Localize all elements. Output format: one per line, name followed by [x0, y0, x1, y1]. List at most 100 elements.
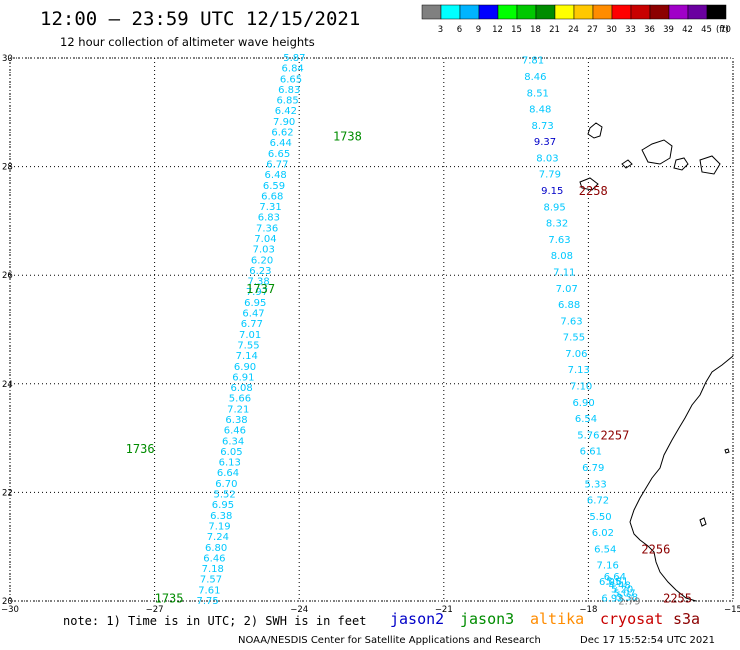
swh-value: 6.90 — [572, 398, 594, 409]
y-tick-label: 24 — [2, 380, 13, 390]
colorbar: 3 6 9 12 15 18 21 24 27 30 33 36 39 42 45 70(ft) — [421, 4, 731, 35]
swh-value: 7.31 — [259, 202, 281, 213]
swh-value: 6.70 — [215, 479, 237, 490]
swh-value: 6.65 — [280, 74, 302, 85]
island — [699, 155, 721, 175]
swh-value: 6.93 — [601, 593, 623, 604]
swh-value: 7.10 — [570, 382, 592, 393]
colorbar-unit: (ft) — [716, 25, 729, 35]
coastline-africa — [629, 355, 734, 602]
swh-value: 6.42 — [275, 106, 297, 117]
swh-value: 7.01 — [239, 330, 261, 341]
swh-value: 6.62 — [271, 128, 293, 139]
satellite-legend-entry: jason2 — [390, 610, 444, 628]
swh-value: 9.37 — [534, 137, 556, 148]
swh-value: 7.14 — [236, 351, 258, 362]
swh-value: 6.85 — [276, 96, 298, 107]
island — [621, 159, 633, 169]
axis-labels: −30 −27 −24 −21 −18 −15 20 22 24 26 28 30 — [1, 54, 740, 615]
swh-value: 5.66 — [229, 394, 251, 405]
swh-value: 5.33 — [584, 479, 606, 490]
x-tick-label: −15 — [724, 605, 740, 615]
grid — [9, 57, 734, 602]
colorbar-swatch — [535, 4, 556, 20]
colorbar-swatch — [649, 4, 670, 20]
swh-value: 8.46 — [524, 72, 546, 83]
pass-time-label: 2258 — [579, 184, 608, 198]
swh-value: 7.55 — [563, 333, 585, 344]
colorbar-label: 27 — [587, 25, 598, 35]
swh-value: 7.11 — [553, 267, 575, 278]
colorbar-swatch — [497, 4, 518, 20]
y-tick-label: 28 — [2, 163, 13, 173]
swh-value: 6.72 — [587, 496, 609, 507]
pass-time-label: 1738 — [333, 130, 362, 144]
swh-value: 6.13 — [219, 458, 241, 469]
swh-value: 5.87 — [283, 53, 305, 64]
swh-value: 2.79 — [618, 597, 640, 608]
swh-value: 6.46 — [224, 426, 246, 437]
swh-value: 7.38 — [248, 277, 270, 288]
swh-value: 7.03 — [253, 245, 275, 256]
pass-time-label: 1737 — [246, 282, 275, 296]
island — [579, 177, 599, 191]
swh-value: 6.88 — [558, 300, 580, 311]
swh-value: 6.48 — [265, 170, 287, 181]
colorbar-swatch — [459, 4, 480, 20]
swh-value: 5.07 — [613, 589, 635, 600]
satellite-legend-entry: s3a — [673, 610, 700, 628]
swh-value: 7.79 — [539, 170, 561, 181]
swh-value: 5.52 — [213, 490, 235, 501]
swh-value: 7.63 — [560, 316, 582, 327]
colorbar-swatch — [630, 4, 651, 20]
swh-value: 8.08 — [551, 251, 573, 262]
colorbar-label: 15 — [511, 25, 522, 35]
swh-value: 8.32 — [546, 219, 568, 230]
swh-value: 6.83 — [278, 85, 300, 96]
pass-time-label: 2257 — [600, 428, 629, 442]
swh-value: 7.81 — [522, 56, 544, 67]
swh-value: 6.79 — [582, 463, 604, 474]
swh-value: 6.05 — [599, 577, 621, 588]
footer-note: note: 1) Time is in UTC; 2) SWH is in fe… — [63, 614, 366, 628]
swh-value: 7.07 — [556, 284, 578, 295]
swh-value: 6.34 — [222, 436, 244, 447]
pass-time-label: 2256 — [641, 542, 670, 556]
swh-value: 6.64 — [604, 572, 626, 583]
swh-value: 6.84 — [282, 64, 304, 75]
colorbar-swatch — [478, 4, 499, 20]
swh-value: 6.38 — [210, 511, 232, 522]
y-tick-label: 20 — [2, 597, 13, 607]
swh-value: 5.76 — [577, 430, 599, 441]
swh-value: 6.80 — [205, 543, 227, 554]
swh-value: 7.13 — [568, 365, 590, 376]
swh-value: 6.54 — [575, 414, 597, 425]
x-tick-label: −21 — [435, 605, 453, 615]
track-east: 7.81 8.46 8.51 8.48 8.73 9.37 8.03 7.79 9.15 8.95… — [522, 56, 692, 608]
pass-time-label: 2255 — [663, 591, 692, 605]
colorbar-swatch — [592, 4, 613, 20]
swh-value: 7.63 — [548, 235, 570, 246]
colorbar-label: 70 — [720, 25, 731, 35]
swh-value: 7.97 — [246, 287, 268, 298]
swh-value: 6.47 — [242, 309, 264, 320]
swh-value: 8.73 — [531, 121, 553, 132]
swh-value: 6.46 — [203, 553, 225, 564]
colorbar-label: 39 — [663, 25, 674, 35]
y-tick-label: 30 — [2, 54, 13, 64]
swh-value: 6.61 — [580, 447, 602, 458]
y-tick-label: 26 — [2, 271, 13, 281]
chart-subtitle: 12 hour collection of altimeter wave hei… — [60, 35, 315, 49]
swh-value: 7.24 — [207, 532, 229, 543]
colorbar-label: 33 — [625, 25, 636, 35]
swh-value: 6.38 — [225, 415, 247, 426]
coastline — [579, 122, 734, 602]
colorbar-swatch — [687, 4, 708, 20]
colorbar-label: 3 — [438, 25, 443, 35]
swh-value: 4.48 — [609, 580, 631, 591]
swh-value: 6.77 — [241, 319, 263, 330]
colorbar-swatch — [421, 4, 442, 20]
x-tick-label: −27 — [146, 605, 164, 615]
